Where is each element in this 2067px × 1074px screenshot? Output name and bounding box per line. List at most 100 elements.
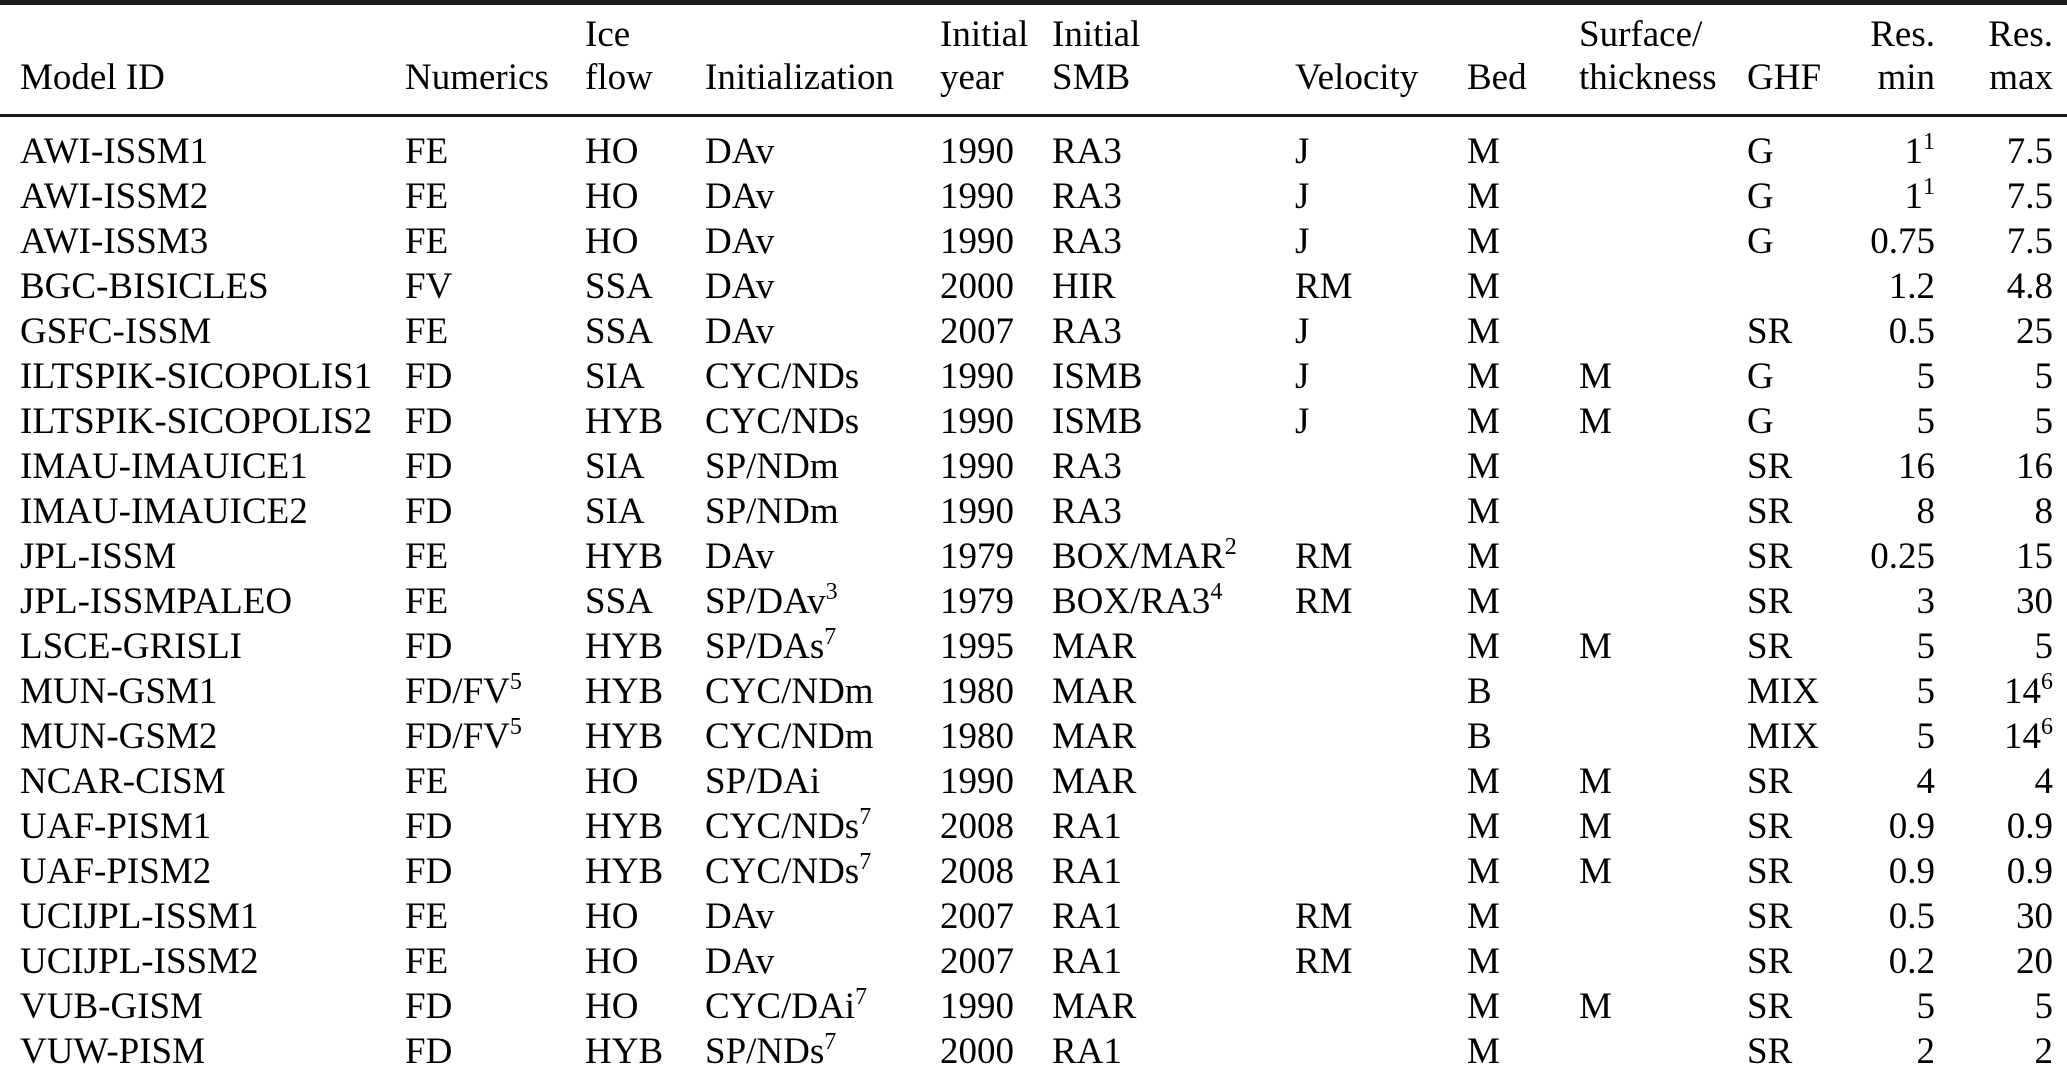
cell-res-min: 16	[1898, 446, 1935, 487]
cell-initial-smb: RA1	[1052, 806, 1122, 847]
cell-initialization: DAv	[705, 896, 775, 937]
cell-initial-smb: RA3	[1052, 221, 1122, 262]
cell-res-max: 5	[2034, 626, 2054, 667]
cell-initial-smb: ISMB	[1052, 401, 1143, 442]
cell-numerics: FD/FV5	[405, 669, 522, 712]
table-row: GSFC-ISSM FE SSA DAv 2007 RA3 J M SR 0.5 25	[0, 309, 2067, 354]
cell-numerics: FE	[405, 761, 449, 802]
cell-bed: M	[1467, 356, 1500, 397]
cell-ice-flow: HYB	[585, 536, 664, 577]
cell-res-min: 5	[1916, 986, 1936, 1027]
cell-res-max: 4	[2034, 761, 2054, 802]
cell-velocity	[1295, 984, 1467, 1029]
column-header-res-min: Res. min	[1857, 2, 1935, 117]
cell-surface-thickness	[1579, 174, 1747, 219]
cell-model-id: GSFC-ISSM	[20, 311, 212, 352]
cell-velocity	[1295, 759, 1467, 804]
cell-model-id: AWI-ISSM3	[20, 221, 209, 262]
cell-initialization: SP/DAi	[705, 761, 821, 802]
cell-numerics: FE	[405, 536, 449, 577]
cell-velocity	[1295, 489, 1467, 534]
cell-initialization: SP/DAv3	[705, 579, 838, 622]
cell-initialization: DAv	[705, 941, 775, 982]
cell-res-min: 2	[1916, 1031, 1936, 1072]
cell-surface-thickness	[1579, 489, 1747, 534]
cell-bed: M	[1467, 176, 1500, 217]
cell-model-id: MUN-GSM1	[20, 671, 218, 712]
cell-bed: M	[1467, 761, 1500, 802]
cell-initial-year: 1990	[940, 221, 1014, 262]
cell-res-max: 5	[2034, 356, 2054, 397]
table-row: BGC-BISICLES FV SSA DAv 2000 HIR RM M 1.2 4.8	[0, 264, 2067, 309]
cell-res-min: 5	[1916, 401, 1936, 442]
table-row: AWI-ISSM3 FE HO DAv 1990 RA3 J M G 0.75 7.5	[0, 219, 2067, 264]
cell-initialization: DAv	[705, 536, 775, 577]
cell-numerics: FD	[405, 986, 453, 1027]
cell-velocity: J	[1295, 176, 1310, 217]
cell-surface-thickness	[1579, 264, 1747, 309]
cell-res-max: 20	[2016, 941, 2053, 982]
cell-res-min: 0.9	[1888, 806, 1935, 847]
cell-model-id: JPL-ISSMPALEO	[20, 581, 293, 622]
cell-ice-flow: SIA	[585, 446, 645, 487]
cell-res-min: 5	[1916, 716, 1936, 757]
cell-surface-thickness	[1579, 309, 1747, 354]
cell-velocity	[1295, 714, 1467, 759]
cell-initial-smb: ISMB	[1052, 356, 1143, 397]
footnote-marker: 7	[859, 849, 872, 875]
cell-initial-year: 1990	[940, 356, 1014, 397]
cell-model-id: UAF-PISM1	[20, 806, 212, 847]
table-row: ILTSPIK-SICOPOLIS1 FD SIA CYC/NDs 1990 ISMB J M…	[0, 354, 2067, 399]
cell-res-max: 7.5	[2006, 176, 2053, 217]
cell-res-max: 4.8	[2006, 266, 2053, 307]
table-row: JPL-ISSMPALEO FE SSA SP/DAv3 1979 BOX/RA34 RM M…	[0, 579, 2067, 624]
cell-res-max: 25	[2016, 311, 2053, 352]
cell-ice-flow: HYB	[585, 716, 664, 757]
cell-bed: M	[1467, 851, 1500, 892]
footnote-marker: 4	[1210, 579, 1223, 605]
cell-initial-year: 1995	[940, 626, 1014, 667]
column-header-ghf: GHF	[1747, 2, 1857, 117]
cell-res-max: 30	[2016, 896, 2053, 937]
cell-ice-flow: HYB	[585, 671, 664, 712]
cell-surface-thickness	[1579, 669, 1747, 714]
cell-ghf: SR	[1747, 581, 1793, 622]
cell-res-min: 8	[1916, 491, 1936, 532]
cell-ghf: SR	[1747, 536, 1793, 577]
cell-initial-year: 2008	[940, 806, 1014, 847]
cell-surface-thickness	[1579, 579, 1747, 624]
cell-surface-thickness: M	[1579, 986, 1612, 1027]
cell-initialization: SP/DAs7	[705, 624, 837, 667]
column-header-initial-smb: Initial SMB	[1052, 2, 1295, 117]
cell-surface-thickness	[1579, 444, 1747, 489]
cell-surface-thickness	[1579, 714, 1747, 759]
cell-res-min: 0.9	[1888, 851, 1935, 892]
cell-initial-smb: RA3	[1052, 311, 1122, 352]
cell-initial-smb: RA3	[1052, 131, 1122, 172]
cell-velocity: J	[1295, 311, 1310, 352]
cell-initial-year: 1979	[940, 536, 1014, 577]
cell-res-max: 2	[2034, 1031, 2054, 1072]
footnote-marker: 1	[1923, 129, 1935, 155]
cell-bed: M	[1467, 626, 1500, 667]
cell-numerics: FE	[405, 581, 449, 622]
cell-bed: M	[1467, 896, 1500, 937]
cell-initialization: DAv	[705, 311, 775, 352]
cell-ghf	[1747, 264, 1857, 309]
cell-model-id: VUW-PISM	[20, 1031, 206, 1072]
cell-initialization: CYC/NDm	[705, 671, 874, 712]
cell-ice-flow: HO	[585, 761, 639, 802]
table-row: LSCE-GRISLI FD HYB SP/DAs7 1995 MAR M M SR 5 5	[0, 624, 2067, 669]
cell-res-min: 1.2	[1888, 266, 1935, 307]
table-row: MUN-GSM2 FD/FV5 HYB CYC/NDm 1980 MAR B MIX 5 146	[0, 714, 2067, 759]
cell-velocity	[1295, 849, 1467, 894]
cell-initial-year: 1990	[940, 176, 1014, 217]
footnote-marker: 7	[824, 1029, 837, 1055]
footnote-marker: 5	[509, 669, 522, 695]
table-row: UCIJPL-ISSM1 FE HO DAv 2007 RA1 RM M SR 0.5 30	[0, 894, 2067, 939]
cell-initial-smb: RA1	[1052, 851, 1122, 892]
cell-velocity	[1295, 804, 1467, 849]
cell-bed: M	[1467, 1031, 1500, 1072]
table-row: NCAR-CISM FE HO SP/DAi 1990 MAR M M SR 4 4	[0, 759, 2067, 804]
cell-numerics: FE	[405, 896, 449, 937]
